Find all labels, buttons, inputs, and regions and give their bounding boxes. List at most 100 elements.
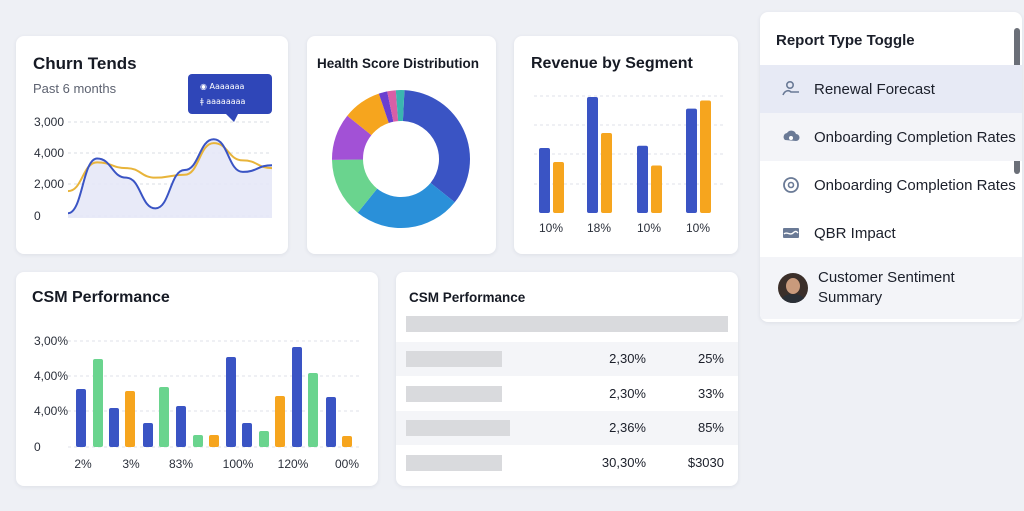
bar (193, 435, 203, 447)
row-value-1: 2,30% (609, 351, 646, 366)
table-row[interactable]: 2,30% 25% (396, 342, 738, 376)
bar (125, 391, 135, 447)
area-fill (68, 139, 272, 218)
row-value-2: 33% (697, 386, 724, 401)
x-tick-label: 83% (169, 457, 193, 471)
bar (326, 397, 336, 447)
bar (109, 408, 119, 447)
donut-slice (378, 91, 394, 124)
donut-slice (402, 90, 470, 203)
bar (143, 423, 153, 447)
toggle-item-label: Onboarding Completion Rates (814, 128, 1016, 146)
donut-slice (395, 90, 405, 122)
revenue-card: Revenue by Segment 10% 18% 10% 10% (514, 36, 738, 254)
table-row[interactable]: 30,30% $3030 (396, 446, 738, 480)
csm-chart-title: CSM Performance (32, 289, 170, 306)
x-tick-label: 10% (686, 221, 710, 235)
donut-slice (357, 182, 455, 228)
y-tick-label: 3,000 (34, 115, 64, 129)
series-line (67, 142, 273, 193)
row-value-1: 2,36% (609, 420, 646, 435)
toggle-item-renewal-forecast[interactable]: Renewal Forecast (760, 65, 1022, 113)
toggle-item-label: Renewal Forecast (814, 80, 935, 98)
row-label-placeholder (406, 420, 510, 436)
row-value-2: 25% (697, 351, 724, 366)
churn-card: Churn Tends Past 6 months 3,000 4,000 2,00… (16, 36, 288, 254)
health-card: Health Score Distribution (307, 36, 496, 254)
row-label-placeholder (406, 351, 502, 367)
toggle-item-label: Onboarding Completion Rates (814, 176, 1016, 194)
bar (176, 406, 186, 447)
y-tick-label: 3,00% (34, 334, 68, 348)
revenue-chart: 10% 18% 10% 10% (534, 95, 724, 235)
bar (553, 161, 564, 213)
csm-chart-card: CSM Performance 3,00% 4,00% 4,00% 0 2% 3% 83% 1… (16, 272, 378, 486)
row-value-2: 85% (697, 420, 724, 435)
row-value-2: $3030 (687, 455, 724, 470)
table-row[interactable]: 2,36% 85% (396, 411, 738, 445)
bar (308, 373, 318, 447)
x-tick-label: 3% (122, 457, 140, 471)
x-tick-label: 2% (74, 457, 92, 471)
tooltip-line: ǂ aaaaaaaa (200, 97, 246, 106)
churn-chart: 3,000 4,000 2,000 0 ◉ Aaaaaaa ǂ aaaaaaaa (34, 74, 273, 223)
bar (601, 132, 612, 213)
bar (242, 423, 252, 447)
bar (700, 100, 711, 213)
x-tick-label: 18% (587, 221, 611, 235)
bar (159, 387, 169, 447)
donut-slice (332, 159, 378, 213)
bar (587, 97, 598, 213)
toggle-item-onboarding-completion-1[interactable]: Onboarding Completion Rates (760, 113, 1022, 161)
bar (259, 431, 269, 447)
wave-icon (780, 222, 802, 244)
tooltip-line: ◉ Aaaaaaa (200, 82, 245, 91)
x-tick-label: 120% (278, 457, 309, 471)
bar (539, 148, 550, 213)
y-tick-label: 0 (34, 440, 41, 454)
bar (637, 145, 648, 213)
user-trend-icon (780, 78, 802, 100)
toggle-item-qbr-impact[interactable]: QBR Impact (760, 209, 1022, 257)
csm-table-title: CSM Performance (409, 290, 526, 305)
bar (342, 436, 352, 447)
donut-slice (347, 93, 389, 136)
bar (226, 357, 236, 447)
x-tick-label: 10% (539, 221, 563, 235)
x-tick-label: 10% (637, 221, 661, 235)
donut-slice (332, 115, 372, 160)
avatar (778, 273, 808, 303)
csm-bar-chart: 3,00% 4,00% 4,00% 0 2% 3% 83% 100% 120% 00% (34, 334, 362, 471)
revenue-title: Revenue by Segment (531, 55, 693, 72)
row-label-placeholder (406, 455, 502, 471)
csm-table-card: CSM Performance 2,30% 25% 2,30% 33% 2,36… (396, 272, 738, 486)
churn-subtitle: Past 6 months (33, 81, 117, 96)
y-tick-label: 2,000 (34, 177, 64, 191)
y-tick-label: 4,000 (34, 146, 64, 160)
row-value-1: 30,30% (601, 455, 646, 470)
row-label-placeholder (406, 386, 502, 402)
bar (76, 389, 86, 447)
bar (93, 359, 103, 447)
toggle-item-customer-sentiment[interactable]: Customer Sentiment Summary (760, 257, 1022, 319)
row-value-1: 2,30% (609, 386, 646, 401)
tooltip-pointer (226, 114, 238, 122)
table-row[interactable]: 2,30% 33% (396, 377, 738, 411)
donut-slice (387, 90, 399, 122)
toggle-item-label: QBR Impact (814, 224, 896, 242)
report-toggle-title: Report Type Toggle (776, 32, 915, 49)
x-tick-label: 00% (335, 457, 359, 471)
bar (275, 396, 285, 447)
toggle-item-onboarding-completion-2[interactable]: Onboarding Completion Rates (760, 161, 1022, 209)
x-tick-label: 100% (223, 457, 254, 471)
churn-title: Churn Tends (33, 54, 137, 73)
churn-tooltip: ◉ Aaaaaaa ǂ aaaaaaaa (188, 74, 272, 122)
bar (651, 165, 662, 213)
table-header-bar (406, 316, 728, 332)
health-donut-chart (332, 90, 470, 228)
tooltip-box (188, 74, 272, 114)
gear-cloud-icon (780, 126, 802, 148)
y-tick-label: 4,00% (34, 404, 68, 418)
bar (209, 435, 219, 447)
y-tick-label: 0 (34, 209, 41, 223)
